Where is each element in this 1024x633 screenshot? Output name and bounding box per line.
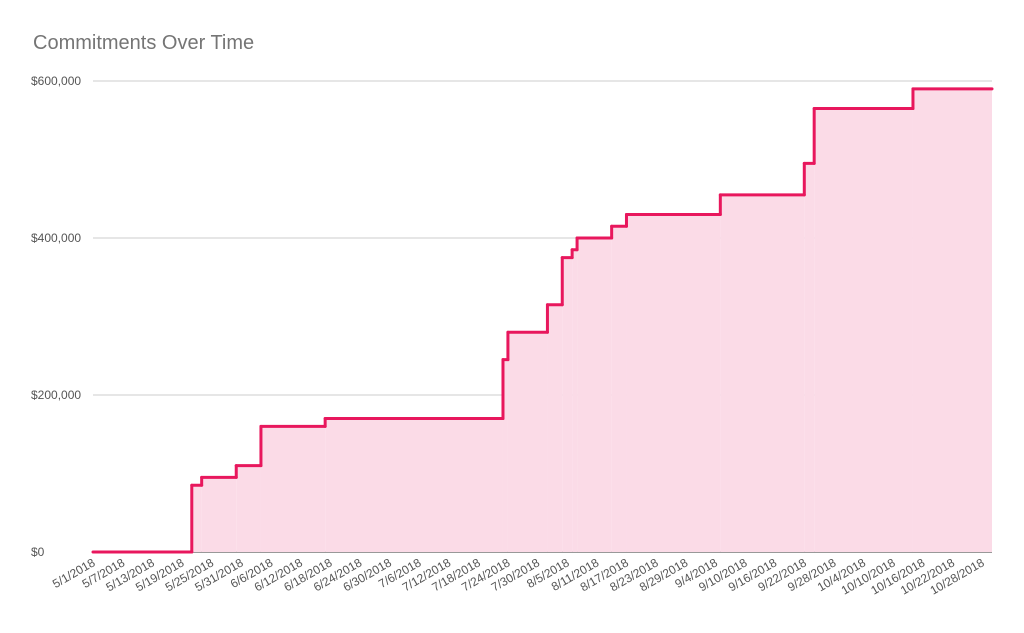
area-segment: [201, 477, 237, 552]
area-segment: [562, 257, 573, 552]
area-segment: [547, 304, 563, 552]
y-tick-label: $200,000: [31, 388, 81, 402]
y-tick-label: $400,000: [31, 231, 81, 245]
area-segment: [191, 485, 202, 552]
area-segment: [572, 249, 578, 552]
area-segment: [260, 426, 326, 552]
line: [91, 87, 994, 554]
area-segment: [626, 214, 721, 552]
area-segment: [502, 359, 508, 552]
area-segment: [814, 108, 913, 552]
chart-title: Commitments Over Time: [33, 32, 254, 54]
area-segment: [912, 88, 992, 552]
y-tick-label: $0: [31, 545, 45, 559]
area-segment: [507, 332, 548, 552]
area-segment: [720, 194, 805, 552]
y-tick-label: $600,000: [31, 74, 81, 88]
area-segment: [804, 163, 815, 553]
area-segment: [325, 418, 503, 552]
area-segment: [236, 465, 261, 552]
area-segment: [577, 238, 612, 552]
area-segment: [611, 226, 627, 552]
area: [191, 88, 992, 553]
